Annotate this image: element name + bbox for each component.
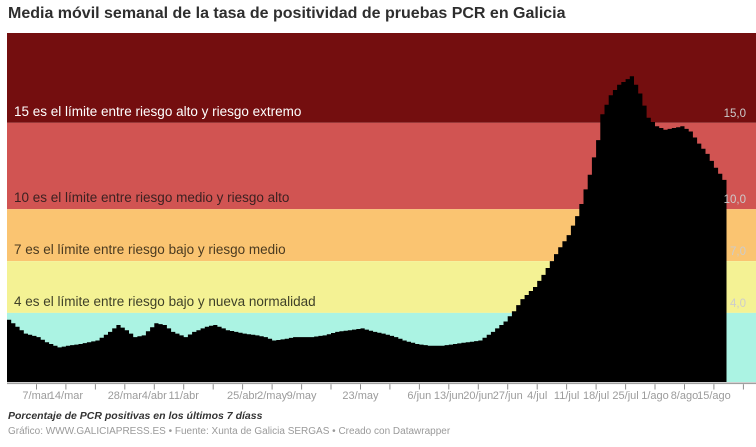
threshold-label: 4 es el límite entre riesgo bajo y nueva…: [14, 293, 316, 309]
x-tick-label: 4/abr: [141, 390, 167, 402]
x-tick-label: 15/ago: [697, 390, 731, 402]
x-tick-label: 11/abr: [168, 390, 199, 402]
x-tick-label: 7/mar: [22, 390, 51, 402]
x-tick-label: 25/jul: [612, 390, 639, 402]
y-axis-value: 15,0: [723, 107, 746, 120]
x-tick-label: 8/ago: [670, 390, 699, 402]
threshold-label: 7 es el límite entre riesgo bajo y riesg…: [14, 242, 286, 258]
x-tick-label: 25/abr: [227, 390, 259, 402]
x-tick-label: 11/jul: [553, 390, 580, 402]
x-tick-label: 20/jun: [463, 390, 494, 402]
x-tick-label: 2/may: [257, 390, 288, 402]
x-tick-label: 1/ago: [641, 390, 669, 402]
threshold-label: 10 es el límite entre riesgo medio y rie…: [14, 190, 290, 206]
x-tick-label: 27/jun: [492, 390, 523, 402]
chart-title: Media móvil semanal de la tasa de positi…: [8, 5, 566, 22]
x-tick-label: 28/mar: [107, 390, 142, 402]
x-axis-line: [7, 382, 756, 385]
x-tick-label: 6/jun: [407, 390, 432, 402]
y-axis-value: 4,0: [730, 297, 746, 310]
y-axis-value: 7,0: [730, 246, 746, 259]
threshold-label: 15 es el límite entre riesgo alto y ries…: [14, 103, 302, 119]
x-tick-label: 14/mar: [48, 390, 84, 402]
chart-note: Porcentaje de PCR positivas en los últim…: [8, 410, 263, 422]
x-tick-label: 4/jul: [527, 390, 548, 402]
x-tick-label: 9/may: [286, 390, 317, 402]
x-tick-label: 18/jul: [582, 390, 610, 402]
positivity-area: [7, 76, 727, 382]
chart-byline: Gráfico: WWW.GALICIAPRESS.ES • Fuente: X…: [8, 426, 451, 437]
y-axis-value: 10,0: [723, 194, 746, 207]
x-tick-label: 23/may: [342, 390, 379, 402]
x-tick-label: 13/jun: [433, 390, 464, 402]
